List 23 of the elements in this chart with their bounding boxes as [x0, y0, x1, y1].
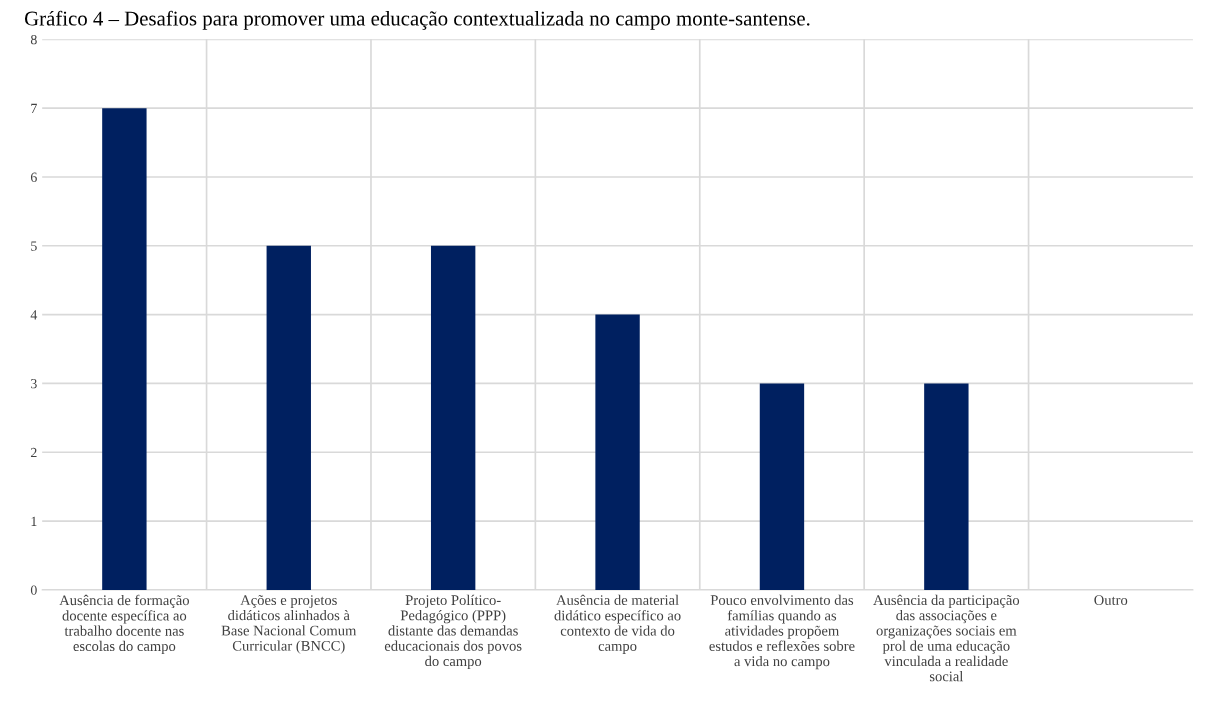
bar [430, 245, 476, 590]
y-tick-label: 4 [30, 310, 38, 320]
y-tick-label: 0 [30, 585, 37, 595]
bar [595, 314, 640, 590]
y-tick-label: 1 [31, 516, 37, 526]
y-tick-label: 5 [31, 241, 37, 251]
chart-title: Gráfico 4 – Desafios para promover uma educação contextualizada no campo monte-santense. [24, 10, 810, 30]
x-tick-label: Ausência da participação das associações e organizações sociais em prol de uma educação vinculada a realidade social [873, 594, 1020, 682]
bar [924, 383, 969, 590]
y-tick-label: 6 [30, 172, 37, 182]
y-tick-label: 3 [31, 379, 37, 389]
x-tick-label: Ausência de formação docente específica ao trabalho docente nas escolas do campo [59, 594, 189, 655]
x-tick-label: Outro [1094, 595, 1128, 605]
y-tick-label: 7 [31, 103, 37, 113]
y-tick-label: 8 [30, 34, 37, 45]
y-tick-label: 2 [30, 447, 37, 458]
x-tick-label: Ações e projetos didáticos alinhados à Base Nacional Comum Curricular (BNCC) [221, 595, 357, 654]
bar [759, 383, 805, 590]
bar [266, 245, 311, 590]
x-tick-label: Ausência de material didático específico ao contexto de vida do campo [554, 594, 681, 654]
x-tick-label: Pouco envolvimento das famílias quando as atividades propõem estudos e reflexões sobre a vida no campo [709, 594, 855, 670]
bar [102, 108, 147, 590]
x-tick-label: Projeto Político- Pedagógico (PPP) distante das demandas educacionais dos povos do campo [384, 594, 522, 670]
